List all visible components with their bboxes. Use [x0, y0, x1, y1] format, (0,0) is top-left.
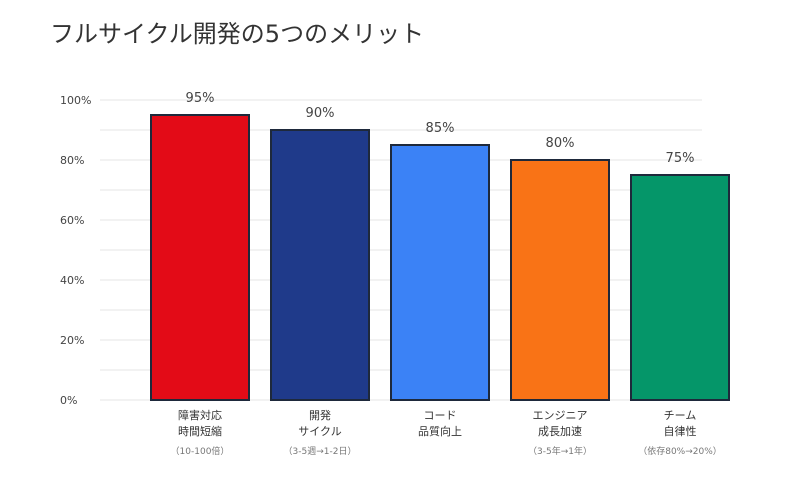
bar	[390, 144, 490, 401]
y-tick-label: 40%	[60, 274, 84, 287]
data-label: 90%	[306, 106, 335, 121]
x-tick-note: （3-5年→1年）	[528, 445, 592, 457]
chart-title: フルサイクル開発の5つのメリット	[50, 20, 425, 48]
y-axis-ticks: 0% 20% 40% 60% 80% 100%	[60, 94, 91, 407]
bar	[270, 129, 370, 401]
x-tick-label: 障害対応	[178, 408, 222, 422]
bar	[630, 174, 730, 401]
y-tick-label: 0%	[60, 394, 77, 407]
value-labels: 95% 90% 85% 80% 75%	[186, 91, 695, 166]
y-tick-label: 60%	[60, 214, 84, 227]
x-tick-label: エンジニア	[533, 409, 588, 422]
x-tick-label: 成長加速	[538, 425, 582, 438]
x-tick-note: （依存80%→20%）	[638, 445, 722, 457]
x-tick-label: サイクル	[298, 425, 341, 438]
data-label: 75%	[666, 151, 695, 166]
bar	[150, 114, 250, 401]
data-label: 85%	[426, 121, 455, 136]
x-tick-label: 時間短縮	[178, 424, 222, 438]
bar	[510, 159, 610, 401]
x-tick-label: コード	[424, 409, 457, 422]
x-tick-label: チーム	[664, 409, 697, 422]
y-tick-label: 100%	[60, 94, 91, 107]
x-tick-note: （10-100倍）	[171, 445, 230, 457]
bars	[150, 114, 730, 401]
data-label: 80%	[546, 136, 575, 151]
x-tick-note: （3-5週→1-2日）	[284, 446, 357, 457]
x-tick-label: 開発	[309, 408, 331, 422]
data-label: 95%	[186, 91, 215, 106]
x-tick-label: 品質向上	[418, 424, 462, 438]
y-tick-label: 80%	[60, 154, 84, 167]
x-tick-label: 自律性	[664, 424, 697, 438]
y-tick-label: 20%	[60, 334, 84, 347]
